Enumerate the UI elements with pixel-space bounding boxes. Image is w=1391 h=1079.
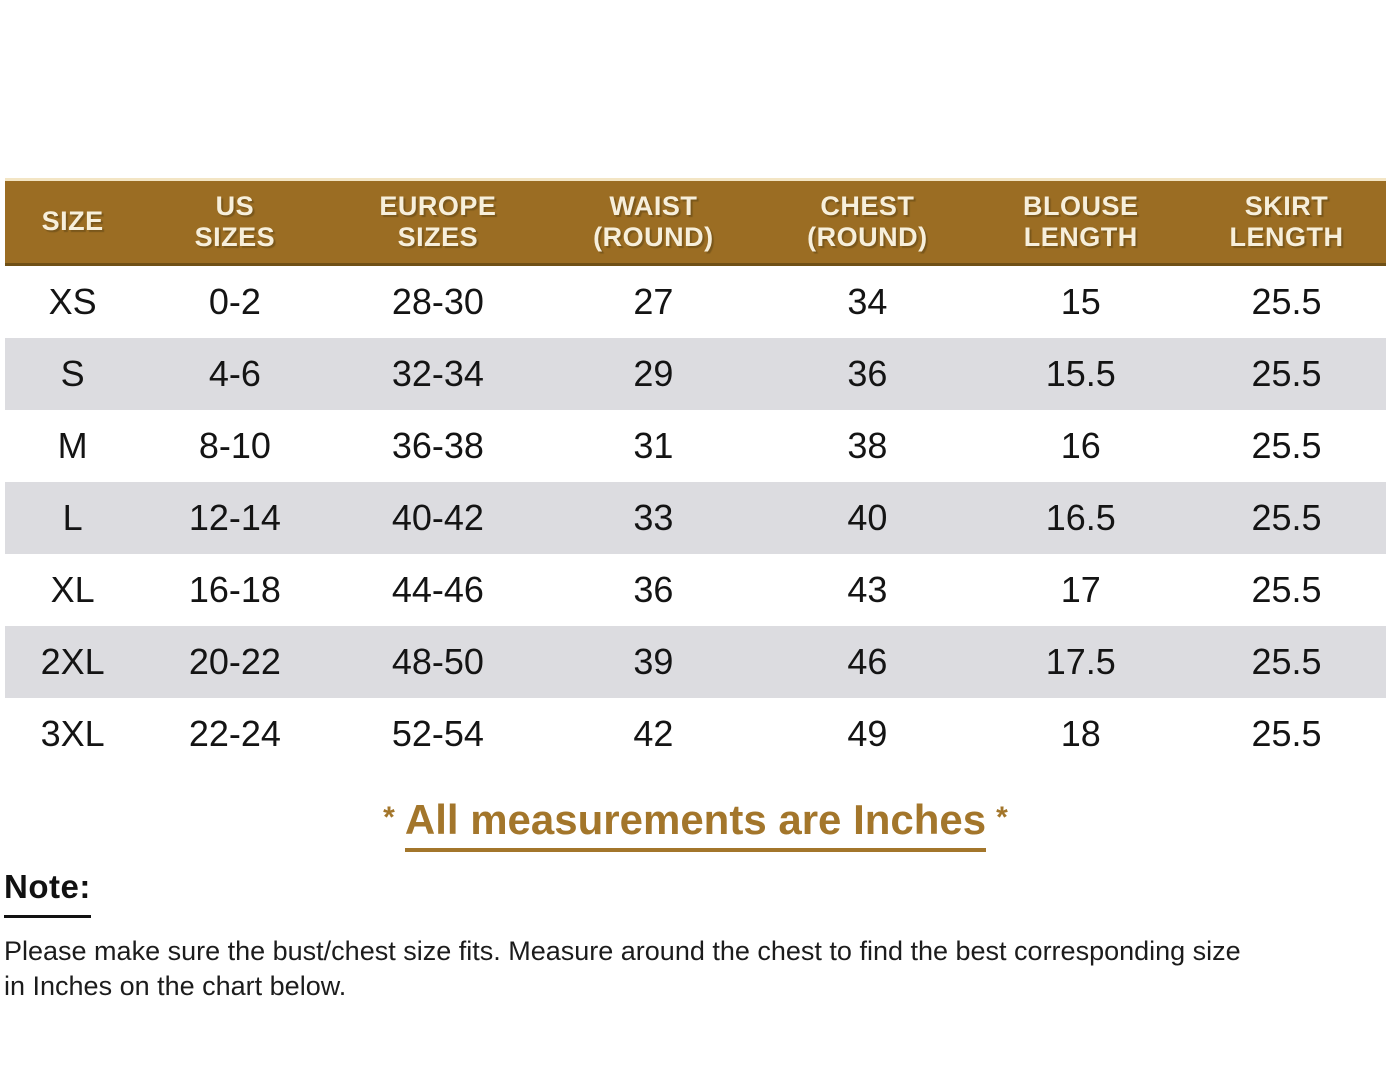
cell-skirt-length: 25.5 (1251, 641, 1322, 682)
cell-blouse-length: 16.5 (1045, 497, 1116, 538)
column-header-waist: WAIST (ROUND) (546, 178, 761, 266)
cell-size: S (60, 353, 85, 394)
table-row-s: S 4-6 32-34 29 36 15.5 25.5 (5, 338, 1386, 410)
asterisk-right-icon: * (996, 801, 1008, 834)
cell-size: 2XL (40, 641, 105, 682)
cell-blouse-length: 17 (1060, 569, 1101, 610)
column-header-size: SIZE (5, 178, 141, 266)
cell-skirt-length: 25.5 (1251, 281, 1322, 322)
cell-us-sizes: 8-10 (198, 425, 271, 466)
cell-waist: 39 (633, 641, 674, 682)
cell-us-sizes: 20-22 (188, 641, 281, 682)
cell-size: L (62, 497, 83, 538)
cell-chest: 40 (847, 497, 888, 538)
cell-chest: 46 (847, 641, 888, 682)
table-row-xl: XL 16-18 44-46 36 43 17 25.5 (5, 554, 1386, 626)
cell-waist: 42 (633, 713, 674, 754)
column-header-skirt-length: SKIRT LENGTH (1187, 178, 1386, 266)
cell-europe-sizes: 32-34 (391, 353, 484, 394)
cell-size: XS (48, 281, 97, 322)
cell-europe-sizes: 36-38 (391, 425, 484, 466)
asterisk-left-icon: * (383, 801, 395, 834)
cell-blouse-length: 18 (1060, 713, 1101, 754)
cell-waist: 27 (633, 281, 674, 322)
cell-us-sizes: 0-2 (208, 281, 261, 322)
cell-size: 3XL (40, 713, 105, 754)
cell-us-sizes: 4-6 (208, 353, 261, 394)
table-header-row: SIZE US SIZES EUROPE SIZES WAIST (ROUND)… (5, 178, 1386, 266)
cell-europe-sizes: 52-54 (391, 713, 484, 754)
column-header-blouse-length: BLOUSE LENGTH (974, 178, 1188, 266)
note-section: Note: Please make sure the bust/chest si… (4, 868, 1383, 1004)
column-header-chest: CHEST (ROUND) (760, 178, 975, 266)
cell-waist: 36 (633, 569, 674, 610)
cell-waist: 33 (633, 497, 674, 538)
cell-chest: 36 (847, 353, 888, 394)
cell-waist: 29 (633, 353, 674, 394)
cell-skirt-length: 25.5 (1251, 713, 1322, 754)
cell-us-sizes: 22-24 (188, 713, 281, 754)
cell-us-sizes: 16-18 (188, 569, 281, 610)
table-row-l: L 12-14 40-42 33 40 16.5 25.5 (5, 482, 1386, 554)
cell-europe-sizes: 40-42 (391, 497, 484, 538)
cell-blouse-length: 16 (1060, 425, 1101, 466)
column-header-europe-sizes: EUROPE SIZES (329, 178, 547, 266)
cell-skirt-length: 25.5 (1251, 497, 1322, 538)
cell-europe-sizes: 44-46 (391, 569, 484, 610)
note-body-text: Please make sure the bust/chest size fit… (4, 936, 1241, 1002)
cell-us-sizes: 12-14 (188, 497, 281, 538)
cell-blouse-length: 15 (1060, 281, 1101, 322)
cell-blouse-length: 17.5 (1045, 641, 1116, 682)
cell-chest: 34 (847, 281, 888, 322)
cell-size: M (57, 425, 88, 466)
table-row-2xl: 2XL 20-22 48-50 39 46 17.5 25.5 (5, 626, 1386, 698)
note-heading: Note: (4, 868, 91, 918)
cell-europe-sizes: 48-50 (391, 641, 484, 682)
cell-chest: 38 (847, 425, 888, 466)
measurements-footnote: * All measurements are Inches * (0, 796, 1391, 852)
measurements-footnote-text: All measurements are Inches (404, 796, 987, 852)
cell-skirt-length: 25.5 (1251, 353, 1322, 394)
cell-blouse-length: 15.5 (1045, 353, 1116, 394)
cell-chest: 43 (847, 569, 888, 610)
table-row-xs: XS 0-2 28-30 27 34 15 25.5 (5, 265, 1386, 339)
size-chart-table: SIZE US SIZES EUROPE SIZES WAIST (ROUND)… (5, 178, 1386, 770)
column-header-us-sizes: US SIZES (140, 178, 330, 266)
cell-skirt-length: 25.5 (1251, 425, 1322, 466)
cell-europe-sizes: 28-30 (391, 281, 484, 322)
cell-chest: 49 (847, 713, 888, 754)
cell-size: XL (50, 569, 95, 610)
size-chart-page: SIZE US SIZES EUROPE SIZES WAIST (ROUND)… (0, 178, 1391, 1004)
cell-waist: 31 (633, 425, 674, 466)
cell-skirt-length: 25.5 (1251, 569, 1322, 610)
table-row-m: M 8-10 36-38 31 38 16 25.5 (5, 410, 1386, 482)
table-row-3xl: 3XL 22-24 52-54 42 49 18 25.5 (5, 698, 1386, 770)
